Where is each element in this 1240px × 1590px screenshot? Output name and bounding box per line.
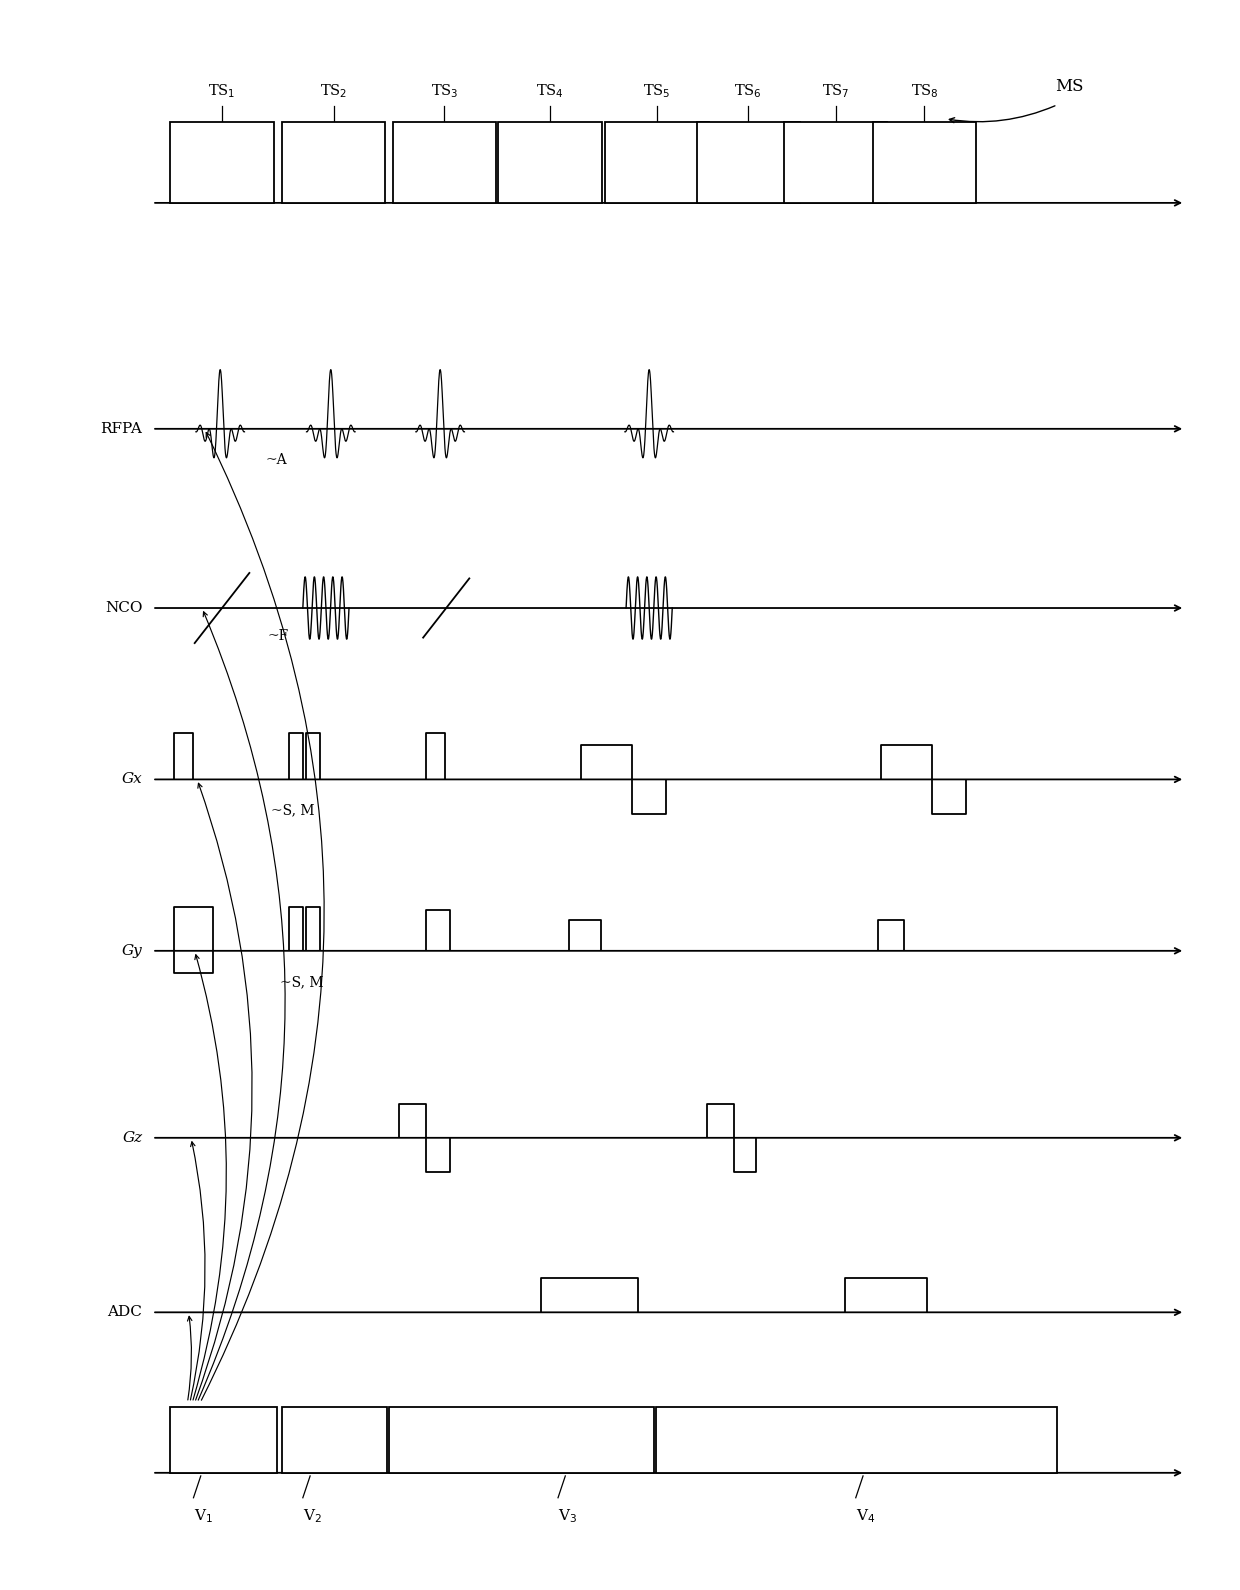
Text: ~S, M: ~S, M — [280, 975, 324, 989]
Text: ~A: ~A — [265, 453, 286, 467]
Bar — [784, 122, 888, 204]
Bar — [498, 122, 601, 204]
Bar — [605, 122, 709, 204]
Text: ADC: ADC — [108, 1305, 143, 1320]
Text: TS$_3$: TS$_3$ — [430, 83, 459, 100]
Text: Gy: Gy — [122, 944, 143, 957]
Bar — [170, 122, 274, 204]
Bar — [283, 1407, 387, 1472]
Text: TS$_6$: TS$_6$ — [734, 83, 763, 100]
Text: Gz: Gz — [123, 1130, 143, 1145]
Text: ~S, M: ~S, M — [272, 803, 315, 817]
Text: TS$_1$: TS$_1$ — [208, 83, 236, 100]
Bar — [283, 122, 386, 204]
Bar — [697, 122, 800, 204]
Text: ~F: ~F — [268, 630, 289, 642]
Text: TS$_7$: TS$_7$ — [822, 83, 849, 100]
Text: NCO: NCO — [105, 601, 143, 615]
Text: V$_4$: V$_4$ — [856, 1507, 875, 1525]
Bar — [656, 1407, 1058, 1472]
Bar — [170, 1407, 278, 1472]
Text: V$_3$: V$_3$ — [558, 1507, 578, 1525]
Text: V$_2$: V$_2$ — [303, 1507, 322, 1525]
Text: V$_1$: V$_1$ — [193, 1507, 213, 1525]
Text: TS$_4$: TS$_4$ — [536, 83, 564, 100]
Text: TS$_8$: TS$_8$ — [910, 83, 939, 100]
Text: TS$_2$: TS$_2$ — [320, 83, 347, 100]
Bar — [873, 122, 976, 204]
Text: RFPA: RFPA — [100, 421, 143, 436]
Bar — [393, 122, 496, 204]
Text: Gx: Gx — [122, 773, 143, 787]
Text: MS: MS — [1055, 78, 1084, 94]
Text: TS$_5$: TS$_5$ — [644, 83, 671, 100]
Bar — [389, 1407, 653, 1472]
